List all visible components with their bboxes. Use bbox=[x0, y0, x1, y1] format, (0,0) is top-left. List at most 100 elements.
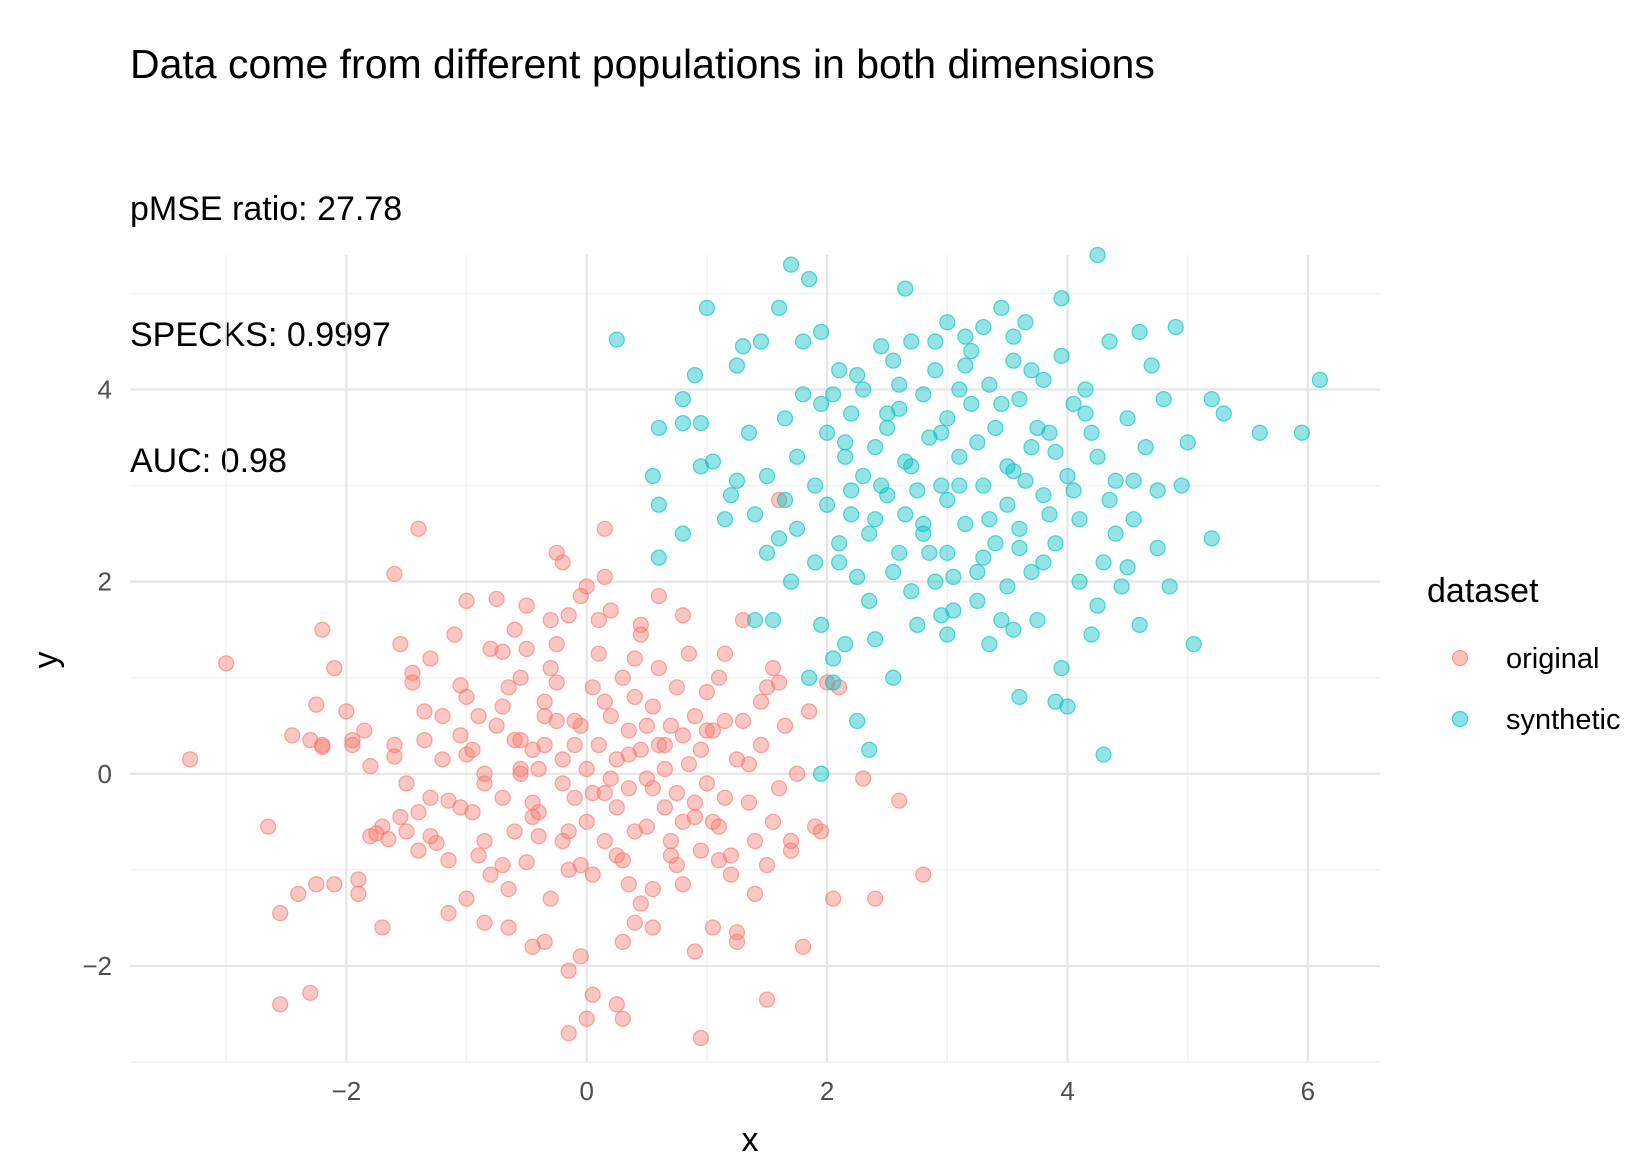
point-synthetic bbox=[1137, 439, 1154, 456]
point-original bbox=[290, 885, 307, 902]
point-synthetic bbox=[843, 405, 860, 422]
point-original bbox=[891, 792, 908, 809]
point-original bbox=[662, 832, 679, 850]
point-original bbox=[758, 991, 776, 1008]
point-original bbox=[734, 712, 752, 730]
point-original bbox=[674, 607, 691, 624]
point-original bbox=[788, 765, 806, 782]
point-synthetic bbox=[800, 270, 818, 288]
point-synthetic bbox=[644, 467, 661, 485]
point-synthetic bbox=[903, 333, 920, 350]
point-original bbox=[524, 938, 541, 955]
point-original bbox=[746, 832, 764, 850]
point-original bbox=[572, 587, 589, 605]
legend-key-original bbox=[1451, 649, 1469, 667]
point-synthetic bbox=[1167, 318, 1184, 336]
point-original bbox=[410, 842, 427, 859]
point-synthetic bbox=[921, 544, 938, 561]
point-original bbox=[740, 794, 758, 811]
point-original bbox=[716, 789, 734, 806]
point-original bbox=[181, 751, 199, 768]
point-synthetic bbox=[879, 419, 896, 437]
chart-subtitle: pMSE ratio: 27.78 SPECKS: 0.9997 AUC: 0.… bbox=[130, 104, 402, 524]
point-synthetic bbox=[1113, 578, 1130, 595]
point-synthetic bbox=[1047, 535, 1064, 552]
point-original bbox=[542, 890, 559, 907]
point-synthetic bbox=[674, 525, 691, 542]
point-original bbox=[710, 852, 728, 869]
point-synthetic bbox=[861, 592, 878, 609]
point-synthetic bbox=[734, 338, 752, 355]
legend-label-synthetic: synthetic bbox=[1506, 704, 1620, 736]
point-original bbox=[602, 708, 619, 725]
point-synthetic bbox=[650, 496, 667, 513]
point-synthetic bbox=[1125, 511, 1142, 528]
point-original bbox=[284, 727, 301, 744]
point-synthetic bbox=[1143, 357, 1160, 374]
subtitle-line-auc: AUC: 0.98 bbox=[130, 442, 287, 480]
point-original bbox=[566, 712, 583, 730]
point-original bbox=[410, 804, 427, 821]
point-synthetic bbox=[1029, 611, 1046, 629]
point-synthetic bbox=[800, 669, 818, 686]
point-original bbox=[758, 679, 776, 696]
point-synthetic bbox=[704, 453, 722, 470]
point-original bbox=[794, 938, 812, 955]
point-original bbox=[608, 799, 625, 816]
point-original bbox=[356, 722, 373, 739]
point-original bbox=[626, 914, 643, 931]
point-original bbox=[608, 996, 625, 1013]
point-synthetic bbox=[951, 477, 968, 494]
point-original bbox=[518, 854, 535, 871]
point-synthetic bbox=[1203, 391, 1220, 408]
point-original bbox=[272, 996, 289, 1013]
point-original bbox=[668, 679, 685, 696]
point-original bbox=[338, 703, 355, 720]
point-synthetic bbox=[1059, 698, 1076, 715]
point-original bbox=[770, 491, 788, 509]
point-original bbox=[626, 688, 643, 706]
point-original bbox=[512, 732, 529, 749]
point-synthetic bbox=[674, 391, 691, 408]
point-synthetic bbox=[951, 448, 968, 465]
point-synthetic bbox=[1023, 439, 1040, 456]
point-synthetic bbox=[752, 333, 770, 350]
point-original bbox=[813, 823, 830, 840]
point-original bbox=[512, 669, 529, 686]
point-original bbox=[560, 861, 577, 878]
y-tick-label: 2 bbox=[98, 567, 112, 597]
point-original bbox=[776, 717, 794, 734]
point-original bbox=[602, 602, 619, 619]
point-original bbox=[314, 736, 331, 754]
point-original bbox=[590, 645, 607, 662]
point-synthetic bbox=[981, 376, 998, 393]
point-synthetic bbox=[999, 496, 1016, 513]
point-original bbox=[584, 679, 601, 696]
point-original bbox=[674, 876, 691, 893]
point-original bbox=[614, 1010, 631, 1027]
point-original bbox=[692, 842, 710, 859]
point-synthetic bbox=[776, 410, 794, 427]
point-original bbox=[560, 823, 577, 840]
point-synthetic bbox=[831, 535, 848, 552]
point-synthetic bbox=[969, 434, 986, 451]
point-synthetic bbox=[1119, 410, 1136, 427]
point-synthetic bbox=[1005, 463, 1022, 480]
point-original bbox=[662, 717, 679, 734]
point-synthetic bbox=[1107, 472, 1124, 489]
point-synthetic bbox=[891, 376, 908, 393]
point-synthetic bbox=[740, 424, 758, 441]
point-original bbox=[644, 780, 661, 797]
point-original bbox=[656, 799, 673, 816]
point-synthetic bbox=[1023, 563, 1040, 581]
point-original bbox=[344, 732, 361, 749]
x-tick-label: 0 bbox=[579, 1076, 593, 1106]
point-synthetic bbox=[1311, 371, 1329, 388]
point-synthetic bbox=[849, 568, 866, 585]
point-original bbox=[494, 856, 511, 874]
point-original bbox=[554, 751, 571, 768]
point-synthetic bbox=[1083, 424, 1100, 441]
point-synthetic bbox=[825, 674, 842, 691]
point-original bbox=[626, 650, 643, 667]
point-synthetic bbox=[1095, 746, 1112, 763]
